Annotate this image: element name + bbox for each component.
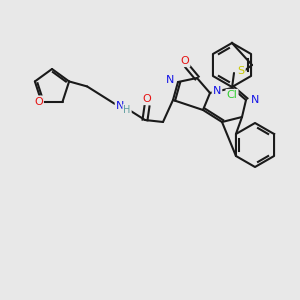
Text: N: N — [166, 75, 174, 85]
Text: N: N — [251, 95, 259, 105]
Text: Cl: Cl — [226, 90, 237, 100]
Text: O: O — [181, 56, 189, 66]
Text: O: O — [142, 94, 152, 104]
Text: S: S — [237, 66, 244, 76]
Text: O: O — [34, 97, 43, 106]
Text: N: N — [213, 86, 221, 96]
Text: N: N — [116, 101, 124, 111]
Text: H: H — [123, 105, 131, 115]
